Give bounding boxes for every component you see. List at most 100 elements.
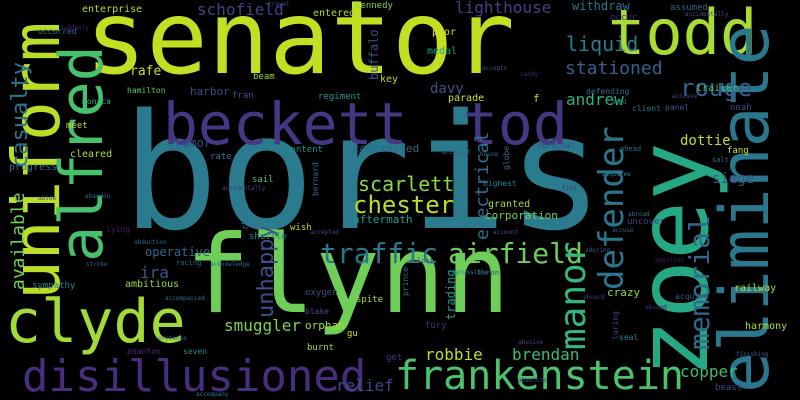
word-airfield: airfield — [448, 237, 583, 270]
word-rate: rate — [210, 152, 232, 162]
word-f: f — [533, 92, 540, 105]
word-memorial: memorial — [683, 215, 716, 350]
word-kennedy: kennedy — [355, 1, 393, 11]
word-shuttle: shuttle — [249, 232, 287, 242]
word-travel: travel — [268, 1, 290, 8]
word-chester: chester — [353, 191, 455, 219]
word-scarlett: scarlett — [358, 172, 455, 196]
word-achieve: achieve — [672, 93, 698, 100]
word-accompany: accompany — [196, 391, 229, 398]
word-relief: relief — [336, 376, 394, 395]
word-accuse: accuse — [612, 227, 634, 234]
word-abandon: abandon — [85, 193, 111, 200]
word-accidentally: accidentally — [685, 11, 729, 18]
word-account: account — [493, 229, 519, 236]
word-schofield: schofield — [197, 0, 284, 19]
word-hamilton: hamilton — [127, 86, 166, 95]
word-accessible: accessible — [452, 269, 489, 276]
word-frankenstein: frankenstein — [395, 353, 684, 399]
word-seven: seven — [183, 347, 208, 356]
word-highest: highest — [483, 179, 517, 188]
word-trading: trading — [444, 269, 458, 320]
word-occurred: occurred — [38, 27, 77, 36]
word-monica: monica — [82, 97, 111, 106]
word-house: house — [480, 151, 499, 158]
word-acid: acid — [612, 99, 627, 106]
word-lost: lost — [417, 257, 434, 265]
word-robbie: robbie — [425, 345, 483, 364]
word-blake: blake — [305, 307, 330, 316]
word-flynn: flynn — [185, 213, 511, 338]
word-withdraw: withdraw — [572, 0, 630, 13]
word-adoring: adoring — [585, 247, 611, 254]
word-cleared: cleared — [70, 149, 113, 160]
word-candy: candy — [520, 71, 539, 78]
word-progress: progress — [9, 162, 58, 173]
word-corporation: corporation — [485, 209, 558, 222]
word-defending: defending — [586, 87, 630, 96]
word-aboard: aboard — [583, 294, 605, 301]
word-stationed: stationed — [565, 58, 663, 79]
word-disillusioned: disillusioned — [22, 351, 367, 400]
word-ira: ira — [140, 263, 169, 282]
word-tod: tod — [463, 90, 568, 158]
word-panel: panel — [665, 103, 690, 112]
word-entered: entered — [313, 8, 356, 19]
word-abroad: abroad — [628, 211, 650, 218]
word-accompanied: accompanied — [165, 295, 205, 302]
word-casualty: casualty — [8, 62, 33, 168]
word-davy: davy — [430, 81, 464, 97]
word-finishing: finishing — [736, 351, 769, 358]
word-smuggler: smuggler — [224, 316, 302, 335]
word-ahead: ahead — [620, 145, 642, 153]
word-todd: todd — [608, 0, 758, 69]
word-racing: racing — [176, 259, 202, 267]
word-brendan: brendan — [512, 345, 580, 364]
word-accepted: accepted — [310, 229, 339, 236]
word-fury: fury — [425, 321, 447, 331]
word-buffalo: buffalo — [367, 29, 381, 80]
word-enterprise: enterprise — [82, 4, 143, 15]
word-abide: abide — [38, 195, 57, 202]
word-tiet: tiet — [562, 185, 577, 192]
word-uncover: uncover — [627, 217, 665, 227]
word-clyde: clyde — [5, 287, 186, 357]
word-globe: globe — [502, 145, 511, 170]
word-lying: lying — [106, 225, 131, 234]
word-granted: granted — [488, 199, 531, 210]
word-rouge: rouge — [680, 74, 753, 102]
word-harmony: harmony — [745, 321, 788, 332]
word-poor: poor — [432, 27, 457, 38]
word-gu: gu — [347, 329, 358, 339]
word-get: get — [386, 353, 403, 363]
word-rumor: rumor — [175, 136, 212, 150]
word-sail: sail — [252, 175, 274, 185]
word-acquires: acquires — [602, 171, 631, 178]
word-orphan: orphan — [305, 319, 345, 332]
word-acknowledge: acknowledge — [210, 261, 250, 268]
word-assumed: assumed — [670, 3, 708, 13]
word-pretense: pretense — [158, 335, 187, 342]
word-abduction: abduction — [134, 239, 167, 246]
word-copper: copper — [680, 362, 738, 381]
word-parade: parade — [448, 93, 485, 104]
word-boris: boris — [122, 79, 604, 266]
word-sympathy: sympathy — [32, 281, 76, 291]
word-accident: accident — [442, 149, 471, 156]
word-accidentally-2: accidentally — [222, 185, 266, 192]
word-key: key — [380, 74, 399, 85]
word-dottie: dottie — [680, 133, 731, 149]
word-aftermath: aftermath — [353, 213, 413, 226]
word-abusive: abusive — [518, 339, 544, 346]
word-regiment: regiment — [318, 92, 362, 102]
word-lighthouse: lighthouse — [455, 0, 552, 17]
word-content: content — [285, 145, 323, 155]
word-rafe: rafe — [130, 64, 162, 79]
word-terminal: terminal — [537, 141, 576, 150]
word-stroke: stroke — [86, 261, 108, 268]
word-traffic: traffic — [320, 237, 439, 270]
word-beam: beam — [253, 72, 275, 82]
word-spite: spite — [356, 295, 384, 305]
word-ambitious: ambitious — [125, 279, 180, 290]
